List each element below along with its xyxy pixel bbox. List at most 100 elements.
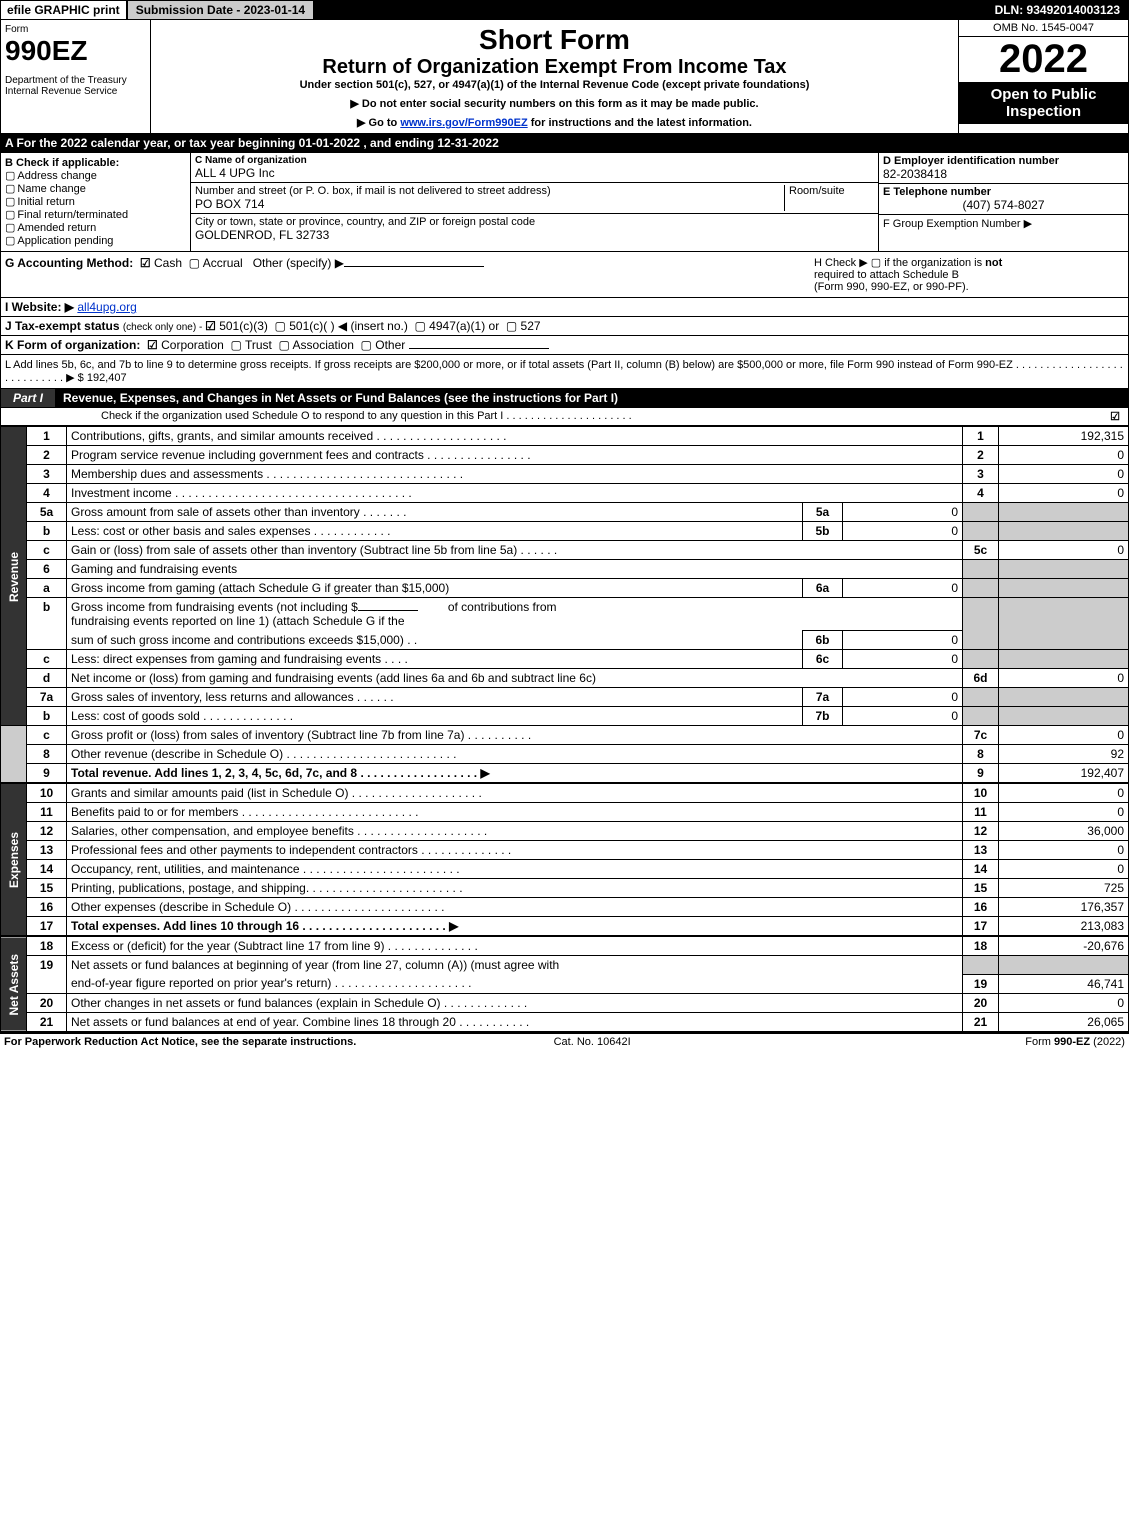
room-label: Room/suite [789,185,874,197]
table-row: 8 Other revenue (describe in Schedule O)… [1,745,1129,764]
j-c: 501(c)( ) ◀ (insert no.) [289,319,408,333]
col-b: B Check if applicable: ▢Address change ▢… [1,153,191,251]
e-row: E Telephone number (407) 574-8027 [879,184,1128,215]
j-527: 527 [521,319,541,333]
city: GOLDENROD, FL 32733 [195,228,535,242]
header-center: Short Form Return of Organization Exempt… [151,20,958,133]
dln: DLN: 93492014003123 [987,1,1128,19]
table-row: 20Other changes in net assets or fund ba… [1,993,1129,1012]
footer-catno: Cat. No. 10642I [554,1036,631,1048]
short-form-title: Short Form [155,24,954,56]
side-revenue: Revenue [1,427,27,726]
l-amount: 192,407 [87,372,127,384]
6b-blank [358,610,418,611]
chk-initial: ▢Initial return [5,195,186,208]
instruction-line2: ▶ Go to www.irs.gov/Form990EZ for instru… [155,116,954,129]
chk-pending: ▢Application pending [5,234,186,247]
k-corp: Corporation [161,338,224,352]
f-label: F Group Exemption Number ▶ [883,217,1124,230]
table-row: 12Salaries, other compensation, and empl… [1,822,1129,841]
form-number: 990EZ [5,35,146,67]
footer: For Paperwork Reduction Act Notice, see … [0,1032,1129,1050]
street: PO BOX 714 [195,197,784,211]
h-line2: required to attach Schedule B [814,269,959,281]
omb-number: OMB No. 1545-0047 [959,20,1128,37]
part1-chk-icon: ☑ [1110,410,1120,423]
efile-label: efile GRAPHIC print [1,1,126,19]
g-accounting: G Accounting Method: ☑ Cash ▢ Accrual Ot… [5,256,814,293]
row-l: L Add lines 5b, 6c, and 7b to line 9 to … [0,355,1129,389]
telephone: (407) 574-8027 [883,198,1124,212]
g-accrual: Accrual [203,256,243,270]
table-row: 2 Program service revenue including gove… [1,446,1129,465]
i-label: I Website: ▶ [5,300,74,314]
chk-final: ▢Final return/terminated [5,208,186,221]
table-row: 11Benefits paid to or for members . . . … [1,803,1129,822]
website-link[interactable]: all4upg.org [77,300,136,314]
table-row: 9 Total revenue. Add lines 1, 2, 3, 4, 5… [1,764,1129,783]
d-label: D Employer identification number [883,155,1124,167]
line-amount: 192,315 [999,427,1129,446]
table-row: 14Occupancy, rent, utilities, and mainte… [1,860,1129,879]
line2-pre: ▶ Go to [357,117,400,129]
instruction-line1: ▶ Do not enter social security numbers o… [155,97,954,110]
city-label: City or town, state or province, country… [195,216,535,228]
table-row: c Less: direct expenses from gaming and … [1,650,1129,669]
table-row: 19 Net assets or fund balances at beginn… [1,956,1129,975]
e-label: E Telephone number [883,186,1124,198]
j-c3: 501(c)(3) [219,319,268,333]
table-row: b Gross income from fundraising events (… [1,598,1129,631]
table-row: 21Net assets or fund balances at end of … [1,1012,1129,1031]
line-desc: Contributions, gifts, grants, and simila… [67,427,963,446]
row-gh: G Accounting Method: ☑ Cash ▢ Accrual Ot… [0,252,1129,298]
part1-tab: Part I [1,389,55,407]
topbar: efile GRAPHIC print Submission Date - 20… [0,0,1129,20]
table-row: d Net income or (loss) from gaming and f… [1,669,1129,688]
table-row: a Gross income from gaming (attach Sched… [1,579,1129,598]
header-left: Form 990EZ Department of the Treasury In… [1,20,151,133]
expenses-table: Expenses 10 Grants and similar amounts p… [0,783,1129,936]
row-j: J Tax-exempt status (check only one) - ☑… [0,317,1129,336]
table-row: sum of such gross income and contributio… [1,631,1129,650]
part1-header: Part I Revenue, Expenses, and Changes in… [0,389,1129,408]
chk-address: ▢Address change [5,169,186,182]
submission-date: Submission Date - 2023-01-14 [126,1,313,19]
h-check: H Check ▶ ▢ if the organization is not r… [814,256,1124,293]
table-row: 6 Gaming and fundraising events [1,560,1129,579]
col-c: C Name of organization ALL 4 UPG Inc Num… [191,153,878,251]
chk-cash-icon: ☑ [140,256,151,270]
table-row: Expenses 10 Grants and similar amounts p… [1,784,1129,803]
line-ref: 1 [963,427,999,446]
part1-sub-text: Check if the organization used Schedule … [101,410,632,423]
line2-post: for instructions and the latest informat… [528,117,752,129]
chk-amended: ▢Amended return [5,221,186,234]
revenue-table: Revenue 1 Contributions, gifts, grants, … [0,426,1129,783]
subtitle: Under section 501(c), 527, or 4947(a)(1)… [155,79,954,91]
footer-left: For Paperwork Reduction Act Notice, see … [4,1036,356,1048]
table-row: 13Professional fees and other payments t… [1,841,1129,860]
table-row: 7a Gross sales of inventory, less return… [1,688,1129,707]
table-row: c Gain or (loss) from sale of assets oth… [1,541,1129,560]
c-name-label: C Name of organization [195,155,874,166]
f-row: F Group Exemption Number ▶ [879,215,1128,232]
open-to-public: Open to Public Inspection [959,82,1128,124]
h-not: not [985,257,1002,269]
ein: 82-2038418 [883,167,1124,181]
k-other-blank [409,348,549,349]
g-label: G Accounting Method: [5,256,133,270]
form-header: Form 990EZ Department of the Treasury In… [0,20,1129,134]
h-pre: H Check ▶ [814,257,871,269]
main-title: Return of Organization Exempt From Incom… [155,56,954,79]
irs-link[interactable]: www.irs.gov/Form990EZ [400,117,527,129]
chk-corp-icon: ☑ [147,338,158,352]
table-row: 5a Gross amount from sale of assets othe… [1,503,1129,522]
c-city-row: City or town, state or province, country… [191,214,878,244]
side-netassets: Net Assets [1,937,27,1032]
dept-line1: Department of the Treasury [5,75,146,86]
c-street-row: Number and street (or P. O. box, if mail… [191,183,878,214]
row-i: I Website: ▶ all4upg.org [0,298,1129,317]
k-label: K Form of organization: [5,338,140,352]
j-small: (check only one) - [123,322,205,333]
table-row: b Less: cost of goods sold . . . . . . .… [1,707,1129,726]
tax-year: 2022 [959,37,1128,82]
